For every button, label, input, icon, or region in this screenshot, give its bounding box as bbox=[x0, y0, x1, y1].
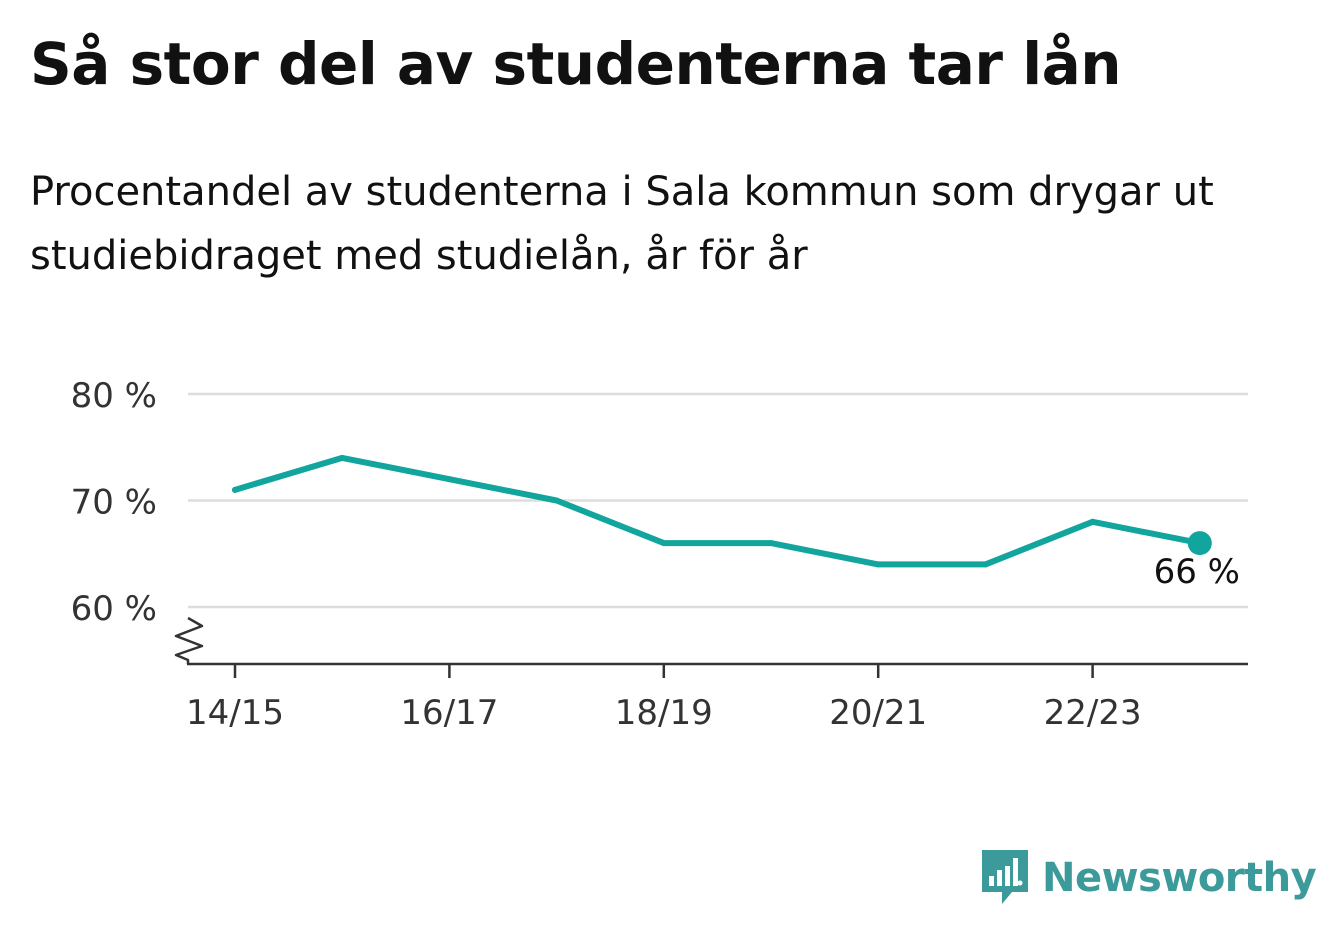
end-value-label: 66 % bbox=[1154, 552, 1240, 592]
newsworthy-wordmark: Newsworthy bbox=[1042, 855, 1317, 901]
data-point bbox=[232, 486, 238, 493]
data-point bbox=[553, 497, 560, 504]
gridlines bbox=[188, 392, 1248, 609]
x-tick-label: 20/21 bbox=[829, 693, 927, 733]
chart-subtitle: Procentandel av studenterna i Sala kommu… bbox=[30, 169, 1214, 279]
data-point bbox=[875, 561, 882, 568]
y-tick-label: 60 % bbox=[71, 589, 157, 629]
y-axis-ticks: 60 % 70 % 80 % bbox=[71, 376, 157, 629]
x-axis-ticks: 14/15 16/17 18/19 20/21 22/23 bbox=[186, 664, 1142, 733]
data-point bbox=[768, 540, 774, 547]
newsworthy-logo: Newsworthy bbox=[980, 848, 1317, 908]
data-point bbox=[1089, 518, 1096, 525]
series-layer: 66 % bbox=[232, 454, 1240, 592]
x-tick-label: 14/15 bbox=[186, 693, 284, 733]
data-point bbox=[982, 561, 989, 568]
y-tick-label: 70 % bbox=[71, 483, 157, 523]
x-tick-label: 22/23 bbox=[1044, 693, 1142, 733]
x-tick-label: 16/17 bbox=[400, 693, 498, 733]
x-tick-label: 18/19 bbox=[615, 693, 713, 733]
y-tick-label: 80 % bbox=[71, 376, 157, 416]
data-point bbox=[660, 540, 667, 547]
end-point-marker bbox=[1187, 531, 1212, 556]
data-point bbox=[339, 454, 346, 461]
axis-break-symbol bbox=[174, 616, 204, 664]
x-axis bbox=[174, 616, 1248, 666]
series-line bbox=[232, 454, 1203, 568]
data-point bbox=[446, 476, 453, 483]
chart-title: Så stor del av studenterna tar lån bbox=[30, 30, 1122, 98]
newsworthy-logo-icon bbox=[982, 850, 1028, 904]
